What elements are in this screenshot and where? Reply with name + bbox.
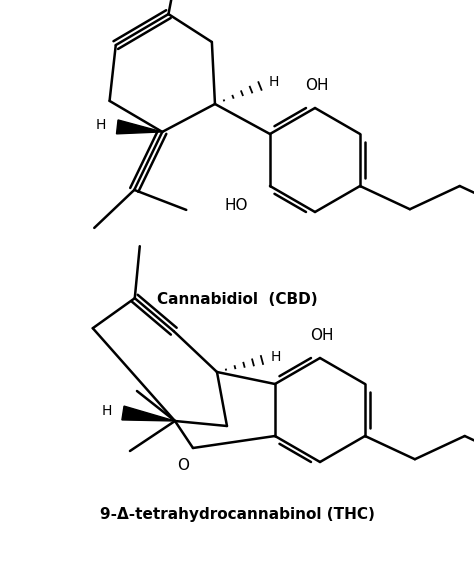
- Text: HO: HO: [225, 198, 248, 213]
- Text: H: H: [269, 75, 279, 89]
- Text: H: H: [271, 350, 281, 364]
- Text: H: H: [96, 118, 107, 132]
- Polygon shape: [117, 120, 162, 134]
- Text: OH: OH: [310, 328, 334, 343]
- Text: 9-Δ-tetrahydrocannabinol (THC): 9-Δ-tetrahydrocannabinol (THC): [100, 508, 374, 523]
- Text: O: O: [177, 458, 189, 473]
- Text: OH: OH: [305, 79, 329, 94]
- Text: H: H: [102, 404, 112, 418]
- Text: Cannabidiol  (CBD): Cannabidiol (CBD): [157, 293, 317, 308]
- Polygon shape: [122, 406, 175, 421]
